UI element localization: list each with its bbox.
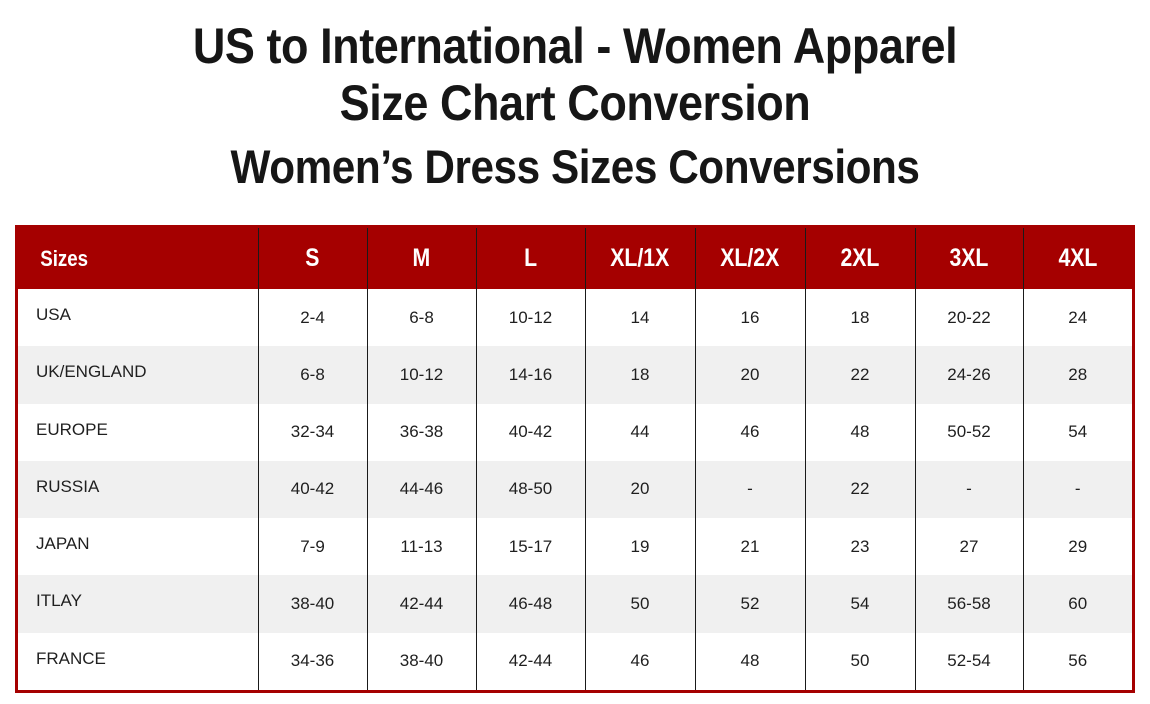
table-cell: 56-58 xyxy=(915,575,1024,633)
table-cell: 48 xyxy=(695,632,806,690)
table-cell: - xyxy=(915,460,1024,519)
column-header-2xl: 2XL xyxy=(805,228,916,289)
size-conversion-table: Sizes S M L XL/1X XL/2X 2XL 3XL 4XL USA … xyxy=(18,228,1132,690)
column-header-4xl: 4XL xyxy=(1023,228,1132,289)
table-cell: 50 xyxy=(805,632,916,690)
table-cell: 15-17 xyxy=(476,518,586,576)
row-label: RUSSIA xyxy=(18,460,259,519)
table-cell: 50-52 xyxy=(915,403,1024,461)
row-label: JAPAN xyxy=(18,518,259,576)
column-header-label: 2XL xyxy=(840,244,880,272)
table-cell: 24-26 xyxy=(915,346,1024,404)
page-title-line-2: Size Chart Conversion xyxy=(339,75,811,131)
column-header-3xl: 3XL xyxy=(915,228,1024,289)
table-row-france: FRANCE 34-36 38-40 42-44 46 48 50 52-54 … xyxy=(18,632,1132,690)
table-cell: 2-4 xyxy=(258,289,368,347)
table-cell: 44-46 xyxy=(367,460,477,519)
column-header-label: XL/2X xyxy=(720,244,780,272)
page-title: US to International - Women Apparel xyxy=(192,18,958,74)
row-label: ITLAY xyxy=(18,575,259,633)
column-header-xl-1x: XL/1X xyxy=(585,228,696,289)
row-label: USA xyxy=(18,289,259,347)
table-cell: 11-13 xyxy=(367,518,477,576)
table-cell: 20 xyxy=(695,346,806,404)
column-header-label: XL/1X xyxy=(610,244,670,272)
table-cell: 21 xyxy=(695,518,806,576)
table-cell: - xyxy=(1023,460,1132,519)
table-cell: 56 xyxy=(1068,651,1088,671)
row-label: FRANCE xyxy=(18,632,259,690)
table-row-japan: JAPAN 7-9 11-13 15-17 19 21 23 27 29 xyxy=(18,518,1132,576)
table-cell: 27 xyxy=(915,518,1024,576)
column-header-label: 3XL xyxy=(949,244,989,272)
table-cell: 48-50 xyxy=(476,460,586,519)
table-cell: 46 xyxy=(695,403,806,461)
table-cell: 46-48 xyxy=(476,575,586,633)
table-cell: 54 xyxy=(1068,422,1088,442)
table-cell: 34-36 xyxy=(258,632,368,690)
table-cell: 54 xyxy=(805,575,916,633)
column-header-label: S xyxy=(305,244,320,272)
title-block: US to International - Women Apparel Size… xyxy=(0,18,1150,194)
table-row-usa: USA 2-4 6-8 10-12 14 16 18 20-22 24 xyxy=(18,289,1132,347)
table-cell: 19 xyxy=(585,518,696,576)
column-header-s: S xyxy=(258,228,368,289)
table-cell: 46 xyxy=(585,632,696,690)
column-header-label: Sizes xyxy=(40,245,89,271)
table-row-itlay: ITLAY 38-40 42-44 46-48 50 52 54 56-58 6… xyxy=(18,575,1132,633)
table-row-russia: RUSSIA 40-42 44-46 48-50 20 - 22 - - xyxy=(18,460,1132,519)
table-row-uk-england: UK/ENGLAND 6-8 10-12 14-16 18 20 22 24-2… xyxy=(18,346,1132,404)
column-header-label: 4XL xyxy=(1058,244,1098,272)
column-header-l: L xyxy=(476,228,586,289)
table-cell: 52 xyxy=(695,575,806,633)
column-header-sizes: Sizes xyxy=(18,228,259,289)
table-cell: 60 xyxy=(1023,575,1132,633)
table-cell: 18 xyxy=(805,289,916,347)
table-cell: 7-9 xyxy=(258,518,368,576)
table-cell: 40-42 xyxy=(476,403,586,461)
table-cell: 32-34 xyxy=(258,403,368,461)
table-cell: 48 xyxy=(805,403,916,461)
table-cell: 50 xyxy=(585,575,696,633)
table-cell: 14 xyxy=(585,289,696,347)
table-cell: 6-8 xyxy=(258,346,368,404)
table-cell: 38-40 xyxy=(258,575,368,633)
table-cell: 18 xyxy=(585,346,696,404)
table-cell: 24 xyxy=(1068,307,1088,327)
table-cell: 42-44 xyxy=(476,632,586,690)
table-row-europe: EUROPE 32-34 36-38 40-42 44 46 48 50-52 … xyxy=(18,403,1132,461)
table-cell: 22 xyxy=(805,346,916,404)
table-header-row: Sizes S M L XL/1X XL/2X 2XL 3XL 4XL xyxy=(18,228,1132,289)
table-cell: 52-54 xyxy=(915,632,1024,690)
table-cell: 6-8 xyxy=(367,289,477,347)
column-header-label: L xyxy=(524,244,537,272)
size-conversion-table-frame: Sizes S M L XL/1X XL/2X 2XL 3XL 4XL USA … xyxy=(15,225,1135,693)
table-cell: 22 xyxy=(805,460,916,519)
table-cell: - xyxy=(695,460,806,519)
row-label: EUROPE xyxy=(18,403,259,461)
table-cell: 16 xyxy=(695,289,806,347)
table-cell: 42-44 xyxy=(367,575,477,633)
row-label: UK/ENGLAND xyxy=(18,346,259,404)
column-header-xl-2x: XL/2X xyxy=(695,228,806,289)
table-cell: 23 xyxy=(805,518,916,576)
table-cell: 10-12 xyxy=(476,289,586,347)
column-header-label: M xyxy=(412,244,431,272)
page-subtitle: Women’s Dress Sizes Conversions xyxy=(230,140,920,193)
table-cell: 20-22 xyxy=(915,289,1024,347)
table-cell: 40-42 xyxy=(258,460,368,519)
table-cell: 38-40 xyxy=(367,632,477,690)
table-cell: 10-12 xyxy=(367,346,477,404)
table-cell: 44 xyxy=(585,403,696,461)
table-cell: 36-38 xyxy=(367,403,477,461)
table-cell: 28 xyxy=(1023,346,1132,404)
table-cell: 20 xyxy=(585,460,696,519)
column-header-m: M xyxy=(367,228,477,289)
table-cell: 14-16 xyxy=(476,346,586,404)
table-cell: 29 xyxy=(1068,536,1088,556)
